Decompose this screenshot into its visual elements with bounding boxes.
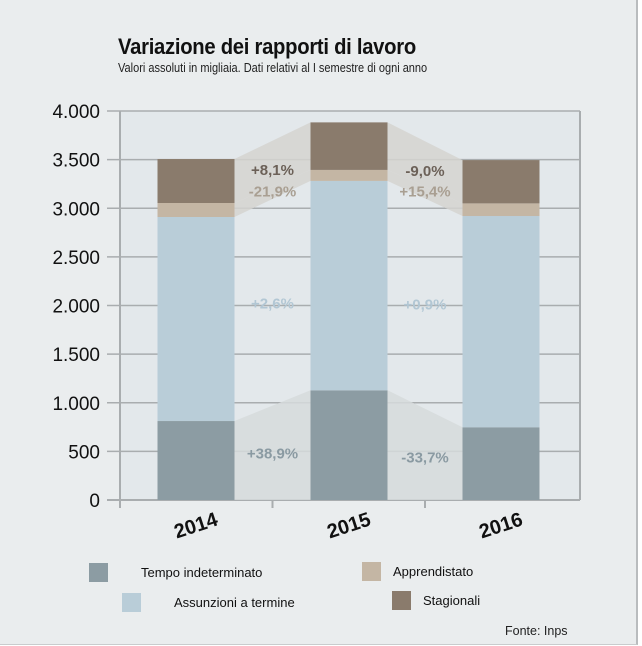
change-label: +0,9%	[404, 297, 447, 314]
chart-title: Variazione dei rapporti di lavoro	[118, 34, 416, 59]
source-note: Fonte: Inps	[505, 624, 568, 638]
y-tick-label: 1.000	[52, 394, 100, 415]
change-band	[234, 169, 311, 218]
bar-segment	[310, 390, 388, 500]
x-tick-label: 2016	[476, 509, 525, 544]
y-tick-label: 3.000	[52, 199, 100, 220]
change-band	[387, 390, 463, 500]
bar-segment	[310, 169, 388, 181]
y-tick-label: 500	[68, 442, 100, 463]
bar-segment	[462, 216, 540, 428]
legend-label: Tempo indeterminato	[141, 565, 263, 580]
y-tick-label: 3.500	[52, 151, 100, 172]
change-band	[387, 122, 463, 204]
y-tick-label: 1.500	[52, 345, 100, 366]
change-label: +15,4%	[399, 184, 450, 201]
change-band	[234, 122, 311, 203]
bar-segment	[157, 159, 235, 203]
legend-item-assunzioni-a-termine: Assunzioni a termine	[122, 593, 295, 612]
bar-segment	[462, 160, 540, 204]
bar-segment	[157, 202, 235, 218]
legend-swatch	[362, 562, 381, 581]
legend-item-stagionali: Stagionali	[392, 591, 480, 610]
change-label: +38,9%	[247, 446, 298, 463]
change-band	[234, 390, 311, 500]
bar-segment	[157, 421, 235, 500]
bar-segment	[462, 203, 540, 217]
chart-subtitle: Valori assoluti in migliaia. Dati relati…	[118, 61, 428, 75]
y-tick-label: 0	[89, 491, 100, 512]
change-label: -9,0%	[405, 163, 444, 180]
legend-swatch	[89, 563, 108, 582]
legend-swatch	[392, 591, 411, 610]
change-label: -33,7%	[401, 449, 449, 466]
change-label: +2,6%	[251, 295, 294, 312]
y-tick-label: 2.500	[52, 248, 100, 269]
x-tick-label: 2014	[171, 508, 221, 543]
stacked-bar-chart: 0 500 1.000 1.500 2.000 2.500 3.000 3.500 4.000 2…	[52, 102, 581, 544]
legend-label: Assunzioni a termine	[174, 595, 295, 610]
y-tick-label: 4.000	[52, 102, 100, 123]
change-label: -21,9%	[249, 184, 297, 201]
legend-swatch	[122, 593, 141, 612]
legend-item-tempo-indeterminato: Tempo indeterminato	[89, 563, 262, 582]
bar-segment	[310, 122, 388, 170]
legend-label: Apprendistato	[393, 564, 474, 579]
x-tick-label: 2015	[324, 509, 373, 544]
change-label: +8,1%	[251, 162, 294, 179]
bar-segment	[462, 427, 540, 500]
legend-item-apprendistato: Apprendistato	[362, 562, 473, 581]
bar-segment	[310, 180, 388, 391]
bar-segment	[157, 217, 235, 422]
change-band	[387, 169, 463, 217]
legend-label: Stagionali	[423, 593, 481, 608]
y-tick-label: 2.000	[52, 297, 100, 318]
